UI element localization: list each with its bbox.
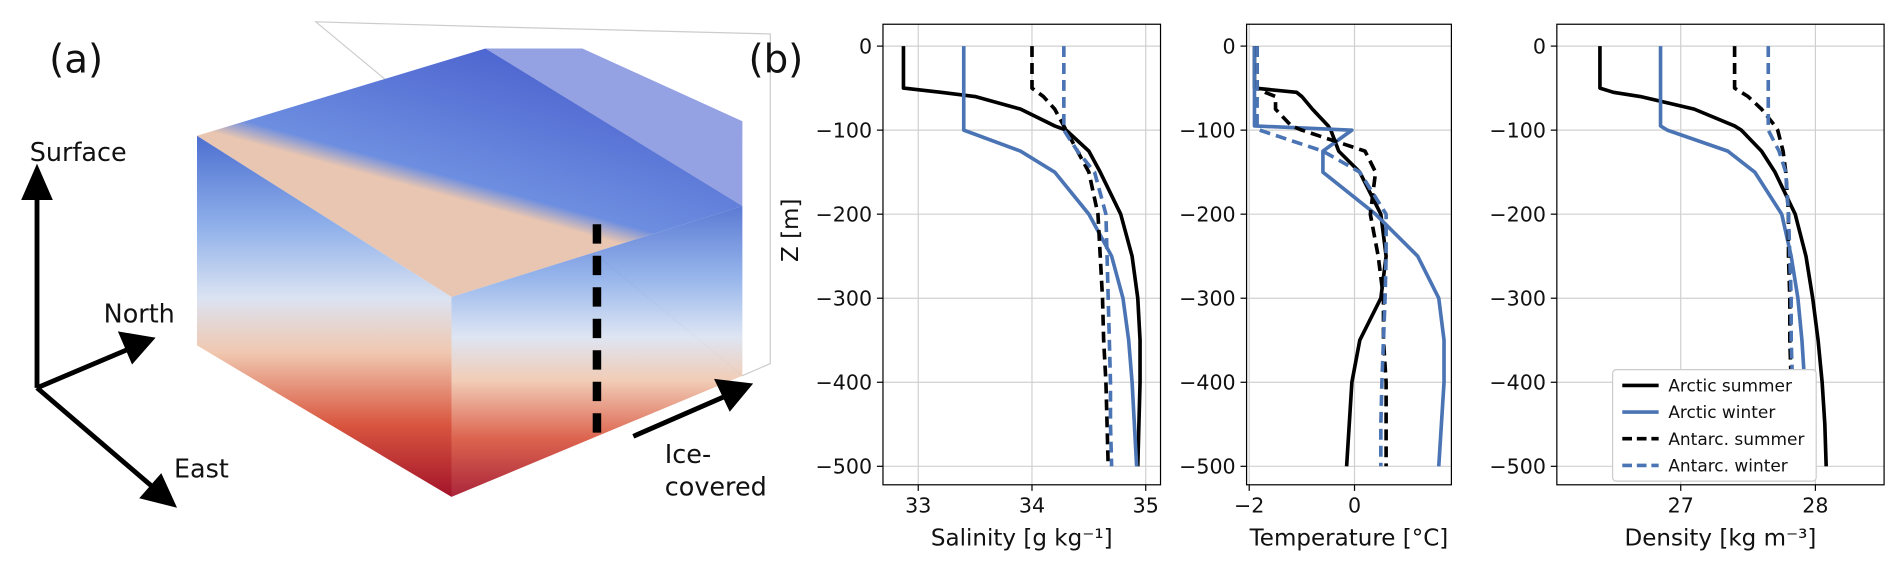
x-tick-label: −2 xyxy=(1234,494,1264,518)
x-tick-label: 35 xyxy=(1133,494,1159,518)
profile-line xyxy=(1658,46,1811,467)
y-tick-label: −500 xyxy=(1179,455,1236,479)
y-tick-label: −100 xyxy=(1489,118,1546,142)
y-axis-label: Z [m] xyxy=(778,199,804,262)
x-axis-label: Salinity [g kg⁻¹] xyxy=(931,525,1113,551)
ice-label: covered xyxy=(665,473,767,503)
legend-box xyxy=(1611,369,1817,482)
arrow xyxy=(36,345,133,391)
x-tick-label: 34 xyxy=(1019,494,1045,518)
y-tick-label: −200 xyxy=(816,202,873,226)
arrow xyxy=(632,392,729,439)
y-tick-label: −300 xyxy=(1179,286,1236,310)
arrow xyxy=(35,385,158,492)
y-tick-label: −300 xyxy=(1489,286,1546,310)
profile-line xyxy=(1252,46,1446,467)
y-tick-label: −400 xyxy=(816,371,873,395)
arrowhead xyxy=(117,331,156,365)
profile-line xyxy=(1030,46,1111,467)
panel-label: (b) xyxy=(748,38,803,83)
profile-line xyxy=(1255,46,1388,467)
box-3d xyxy=(196,21,771,497)
y-tick-label: 0 xyxy=(859,34,872,58)
y-tick-label: −300 xyxy=(816,286,873,310)
legend-label: Antarc. summer xyxy=(1668,429,1804,449)
arrowhead xyxy=(714,378,754,412)
y-tick-label: 0 xyxy=(1533,34,1546,58)
y-tick-label: −200 xyxy=(1179,202,1236,226)
arrowhead xyxy=(21,163,53,200)
axis-label: North xyxy=(104,299,175,329)
arrowhead xyxy=(139,473,178,508)
profile-line xyxy=(1255,46,1388,467)
axis-label: East xyxy=(174,455,229,485)
profile-line xyxy=(1252,46,1388,467)
legend-label: Arctic summer xyxy=(1668,375,1792,395)
y-tick-label: 0 xyxy=(1223,34,1236,58)
ice-region xyxy=(485,48,743,207)
box-top xyxy=(196,48,743,297)
profile-line xyxy=(901,46,1142,467)
plot-frame xyxy=(882,23,1162,486)
profile-line xyxy=(1732,46,1795,467)
profile-line xyxy=(1598,46,1828,467)
y-tick-label: −100 xyxy=(816,118,873,142)
legend-label: Arctic winter xyxy=(1668,402,1775,422)
y-tick-label: −100 xyxy=(1179,118,1236,142)
legend-label: Antarc. winter xyxy=(1668,455,1787,475)
x-axis-label: Temperature [°C] xyxy=(1249,525,1449,551)
x-tick-label: 28 xyxy=(1802,494,1828,518)
axis-label: Surface xyxy=(30,138,127,168)
axes-arrows xyxy=(21,163,754,508)
plot-frame xyxy=(1245,23,1453,486)
box-left-face xyxy=(196,135,452,497)
x-tick-label: 27 xyxy=(1668,494,1694,518)
plot-frame xyxy=(1556,23,1885,486)
x-tick-label: 33 xyxy=(905,494,931,518)
x-tick-label: 0 xyxy=(1348,494,1361,518)
y-tick-label: −400 xyxy=(1179,371,1236,395)
y-tick-label: −200 xyxy=(1489,202,1546,226)
y-tick-label: −400 xyxy=(1489,371,1546,395)
x-axis-label: Density [kg m⁻³] xyxy=(1625,525,1817,551)
y-tick-label: −500 xyxy=(1489,455,1546,479)
panel-label: (a) xyxy=(49,38,103,83)
ice-label: Ice- xyxy=(665,440,711,470)
profile-line xyxy=(961,46,1139,467)
profile-line xyxy=(1062,46,1114,467)
y-tick-label: −500 xyxy=(816,455,873,479)
